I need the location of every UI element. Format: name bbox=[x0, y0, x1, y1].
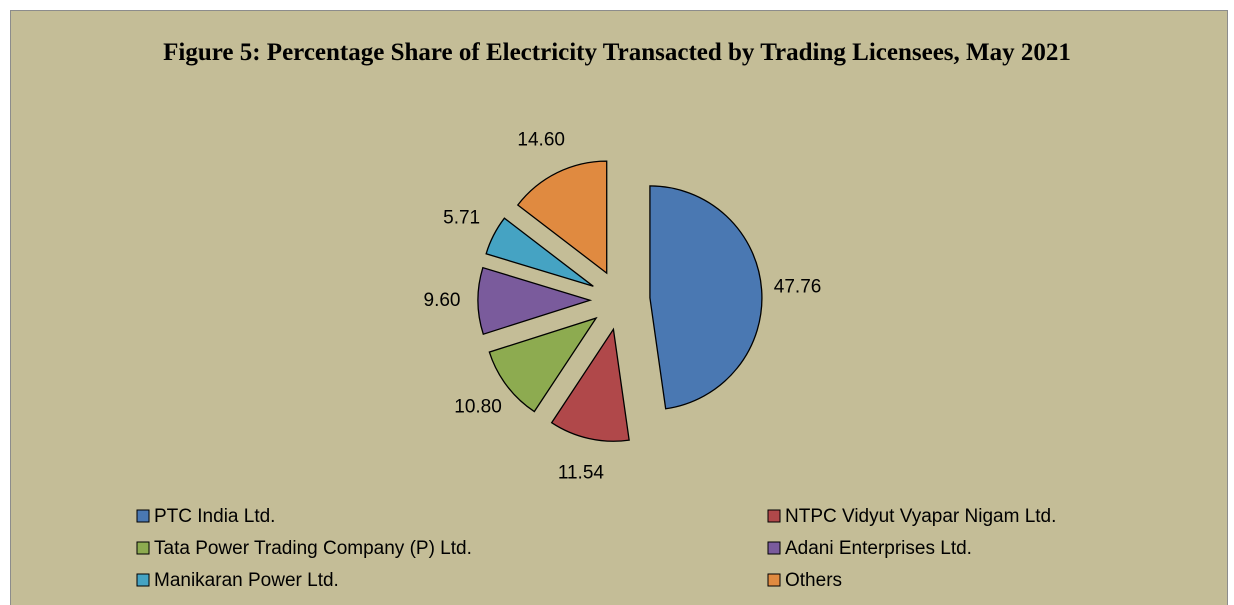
legend-label: Others bbox=[785, 570, 842, 591]
legend-swatch bbox=[136, 541, 150, 555]
legend-swatch bbox=[767, 509, 781, 523]
legend-swatch bbox=[136, 509, 150, 523]
legend-swatch bbox=[767, 541, 781, 555]
pie-slice bbox=[488, 316, 598, 413]
legend-label: PTC India Ltd. bbox=[154, 506, 275, 527]
pie-slice bbox=[485, 217, 594, 287]
pie-slice bbox=[516, 160, 608, 275]
pie-slice bbox=[649, 185, 763, 410]
pie-slice bbox=[550, 327, 630, 442]
pie-slice bbox=[477, 266, 593, 336]
data-label: 47.76 bbox=[774, 276, 822, 297]
data-label: 9.60 bbox=[424, 290, 461, 311]
data-label: 11.54 bbox=[558, 463, 605, 484]
data-label: 10.80 bbox=[454, 396, 502, 417]
legend-label: NTPC Vidyut Vyapar Nigam Ltd. bbox=[785, 506, 1056, 527]
legend-label: Manikaran Power Ltd. bbox=[154, 570, 339, 591]
legend-label: Tata Power Trading Company (P) Ltd. bbox=[154, 538, 472, 559]
chart-frame bbox=[10, 10, 1228, 605]
data-label: 14.60 bbox=[517, 129, 565, 150]
chart-title: Figure 5: Percentage Share of Electricit… bbox=[163, 39, 1071, 66]
legend-label: Adani Enterprises Ltd. bbox=[785, 538, 972, 559]
data-label: 5.71 bbox=[443, 208, 480, 229]
legend-swatch bbox=[767, 573, 781, 587]
legend-swatch bbox=[136, 573, 150, 587]
